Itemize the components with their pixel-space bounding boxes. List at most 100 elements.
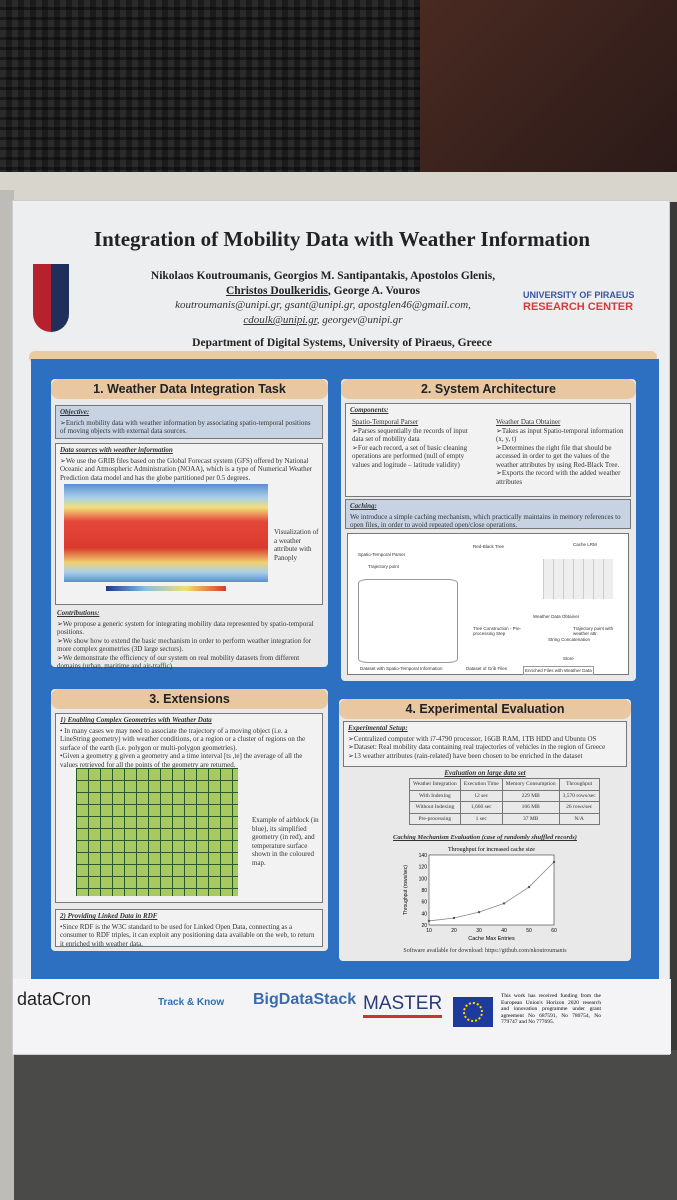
td: Without Indexing bbox=[409, 801, 461, 814]
contribution-item: ➢We show how to extend the basic mechani… bbox=[57, 636, 312, 654]
components-box: Components: Spatio-Temporal Parser ➢Pars… bbox=[345, 403, 631, 497]
section-title: 4. Experimental Evaluation bbox=[339, 699, 631, 719]
obtainer-item: ➢Exports the record with the added weath… bbox=[496, 469, 621, 486]
objective-box: Objective: ➢Enrich mobility data with we… bbox=[55, 405, 323, 439]
authors: Nikolaos Koutroumanis, Georgios M. Santi… bbox=[103, 269, 543, 299]
sources-text: ➢We use the GRIB files based on the Glob… bbox=[60, 456, 313, 482]
software-link[interactable]: Software available for download: https:/… bbox=[403, 948, 567, 954]
dataset-cylinder bbox=[358, 579, 458, 663]
x-tick-label: 10 bbox=[426, 928, 432, 934]
data-point bbox=[527, 885, 531, 889]
table-row: Without Indexing 1,660 sec 166 MB 26 rows/s… bbox=[409, 801, 600, 814]
data-point bbox=[427, 919, 431, 923]
diagram-label: Red-Black Tree bbox=[473, 544, 505, 549]
bigdatastack-logo: BigDataStack bbox=[253, 991, 357, 1008]
research-center-logo: UNIVERSITY OF PIRAEUS RESEARCH CENTER bbox=[523, 289, 663, 313]
obtainer-item: ➢Takes as input Spatio-temporal informat… bbox=[496, 426, 624, 444]
caching-text: We introduce a simple caching mechanism,… bbox=[350, 512, 621, 530]
y-tick-label: 20 bbox=[421, 923, 427, 929]
evaluation-table: Weather Integration Execution Time Memory … bbox=[409, 778, 600, 825]
emails-rest: , georgev@unipi.gr bbox=[316, 314, 403, 326]
architecture-diagram: Spatio-Temporal Parser Trajectory point … bbox=[347, 533, 629, 675]
x-tick-label: 60 bbox=[551, 928, 557, 934]
diagram-label: Trajectory point with weather attr. bbox=[573, 626, 614, 636]
presenter: Christos Doulkeridis bbox=[225, 285, 328, 297]
authors-rest: , George A. Vouros bbox=[327, 285, 421, 297]
diagram-label: Enriched Files with Weather Data bbox=[523, 666, 594, 675]
data-point bbox=[552, 860, 556, 864]
data-sources-box: Data sources with weather information ➢W… bbox=[55, 443, 323, 605]
data-point bbox=[452, 916, 456, 920]
obtainer-title: Weather Data Obtainer bbox=[496, 418, 561, 426]
ceiling-beam bbox=[420, 0, 677, 180]
contributions: Contributions: ➢We propose a generic sys… bbox=[57, 609, 323, 671]
section-title: 1. Weather Data Integration Task bbox=[51, 379, 328, 399]
td: With Indexing bbox=[409, 789, 461, 802]
rdf-box: 2) Providing Linked Data in RDF •Since R… bbox=[55, 909, 323, 948]
emails: koutroumanis@unipi.gr, gsant@unipi.gr, a… bbox=[103, 298, 543, 328]
diagram-label: Spatio-Temporal Parser bbox=[358, 552, 406, 557]
poster-stand-pole bbox=[0, 190, 14, 1200]
content-panel: 1. Weather Data Integration Task Objecti… bbox=[31, 359, 659, 979]
caching-box: Caching: We introduce a simple caching m… bbox=[345, 499, 631, 529]
setup-item: ➢Dataset: Real mobility data containing … bbox=[348, 743, 606, 751]
authors-line: Nikolaos Koutroumanis, Georgios M. Santi… bbox=[150, 270, 496, 282]
series-line bbox=[428, 861, 555, 922]
map-caption: Example of airblock (in blue), its simpl… bbox=[252, 816, 319, 867]
setup-item: ➢Centralized computer with i7-4790 proce… bbox=[348, 734, 597, 743]
funding-text: This work has received funding from the … bbox=[501, 993, 601, 1025]
td: 37 MB bbox=[501, 812, 560, 825]
eu-flag-icon bbox=[453, 997, 493, 1027]
td: 3,570 rows/sec bbox=[558, 789, 600, 802]
diagram-label: Weather Data Obtainer bbox=[533, 614, 580, 619]
sources-label: Data sources with weather information bbox=[60, 446, 173, 454]
th: Memory Consumption bbox=[501, 778, 560, 791]
datacron-logo: dataCron bbox=[17, 989, 92, 1009]
section-experimental-evaluation: 4. Experimental Evaluation Experimental … bbox=[339, 699, 631, 961]
x-axis-label: Cache Max Entries bbox=[468, 936, 515, 942]
setup-label: Experimental Setup: bbox=[348, 724, 408, 732]
td: 1 sec bbox=[459, 812, 503, 825]
td: Pre-processing bbox=[409, 812, 461, 825]
section-extensions: 3. Extensions 1) Enabling Complex Geomet… bbox=[51, 689, 328, 951]
td: 12 sec bbox=[459, 789, 503, 802]
y-tick-label: 60 bbox=[421, 900, 427, 906]
td: N/A bbox=[558, 812, 600, 825]
obtainer-item: ➢Determines the right file that should b… bbox=[496, 443, 620, 469]
plot-area bbox=[428, 854, 555, 926]
section-title: 2. System Architecture bbox=[341, 379, 636, 399]
track-and-know-logo: Track & Know bbox=[158, 997, 225, 1008]
sub2-label: 2) Providing Linked Data in RDF bbox=[60, 912, 158, 920]
university-crest-logo bbox=[33, 264, 69, 332]
diagram-label: Dataset with Spatio-Temporal Information bbox=[360, 666, 443, 671]
td: 166 MB bbox=[501, 801, 560, 814]
rc-bottom: RESEARCH CENTER bbox=[523, 301, 634, 313]
td: 229 MB bbox=[501, 789, 560, 802]
data-point bbox=[477, 910, 481, 914]
th: Weather Integration bbox=[409, 778, 461, 791]
cache-eval-label: Caching Mechanism Evaluation (case of ra… bbox=[393, 834, 577, 841]
floor bbox=[0, 1050, 677, 1200]
setup-item: ➢13 weather attributes (rain-related) ha… bbox=[348, 751, 583, 760]
contribution-item: ➢We demonstrate the efficiency of our sy… bbox=[57, 653, 300, 671]
diagram-label: Trajectory point bbox=[368, 564, 399, 569]
contribution-item: ➢We propose a generic system for integra… bbox=[57, 619, 314, 637]
contributions-label: Contributions: bbox=[57, 609, 100, 617]
map-caption: Visualization of a weather attribute wit… bbox=[274, 528, 319, 562]
footer-logos: dataCron Track & Know BigDataStack MASTE… bbox=[13, 979, 671, 1054]
caching-label: Caching: bbox=[350, 502, 377, 510]
td: 26 rows/sec bbox=[558, 801, 600, 814]
parser-title: Spatio-Temporal Parser bbox=[352, 418, 419, 426]
y-tick-label: 40 bbox=[421, 911, 427, 917]
poster-title: Integration of Mobility Data with Weathe… bbox=[93, 227, 591, 251]
diagram-label: String Concatenation bbox=[548, 637, 591, 642]
x-tick-label: 20 bbox=[451, 928, 457, 934]
sub1-item: •Given a geometry g given a geometry and… bbox=[60, 752, 303, 769]
parser-item: ➢Parses sequentially the records of inpu… bbox=[352, 426, 468, 444]
table-row: Pre-processing 1 sec 37 MB N/A bbox=[409, 812, 600, 825]
x-tick-label: 30 bbox=[476, 928, 482, 934]
sub1-label: 1) Enabling Complex Geometries with Weat… bbox=[60, 716, 212, 724]
x-tick-label: 40 bbox=[501, 928, 507, 934]
x-tick-label: 50 bbox=[526, 928, 532, 934]
weather-world-map bbox=[64, 484, 268, 582]
